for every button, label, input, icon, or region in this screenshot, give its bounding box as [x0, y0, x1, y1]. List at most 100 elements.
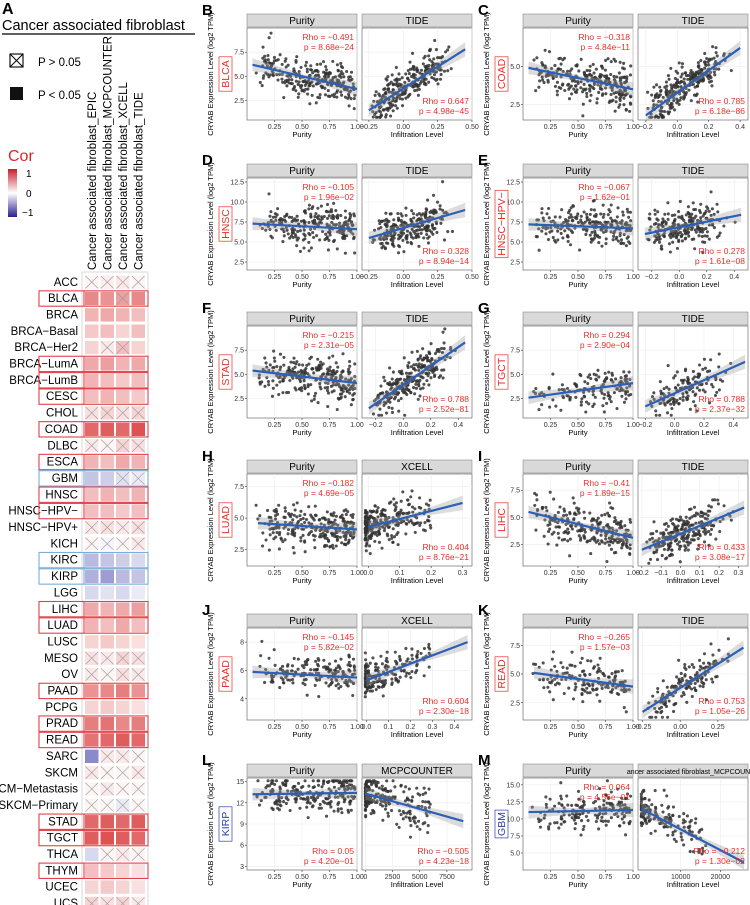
data-point [625, 75, 629, 79]
heatmap-cell [100, 422, 114, 436]
data-point [620, 93, 624, 97]
data-point [303, 83, 307, 87]
data-point [336, 682, 340, 686]
data-point [301, 370, 305, 374]
data-point [397, 237, 401, 241]
data-point [686, 231, 690, 236]
data-point [351, 383, 355, 387]
data-point [572, 501, 576, 505]
x-axis-label: Infiltration Level [391, 428, 444, 437]
heatmap-cell [85, 389, 99, 404]
p-value-label: p = 2.52e−81 [419, 404, 469, 414]
data-point [353, 374, 357, 379]
data-point [287, 78, 291, 82]
data-point [596, 368, 600, 372]
data-point [692, 538, 696, 542]
data-point [328, 233, 332, 237]
data-point [611, 506, 615, 510]
data-point [333, 371, 337, 376]
data-point [554, 74, 558, 78]
data-point [661, 95, 665, 99]
data-point [382, 108, 386, 112]
data-point [646, 90, 650, 94]
heatmap-cell [116, 700, 130, 714]
data-point [351, 82, 355, 86]
data-point [363, 529, 367, 533]
data-point [628, 518, 632, 522]
data-point [309, 668, 313, 672]
data-point [292, 356, 296, 360]
data-point [585, 95, 589, 99]
facet-strip [246, 163, 358, 178]
data-point [718, 529, 722, 534]
data-point [616, 540, 620, 544]
data-point [566, 539, 570, 543]
data-point [409, 495, 413, 499]
data-point [658, 413, 662, 417]
data-point [299, 509, 303, 513]
data-point [254, 71, 258, 75]
data-point [391, 370, 395, 374]
data-point [412, 386, 416, 390]
data-point [387, 538, 391, 542]
data-point [573, 226, 577, 230]
data-point [397, 399, 401, 403]
heatmap-cell [100, 831, 114, 845]
data-point [607, 543, 611, 547]
data-point [568, 243, 573, 247]
data-point [307, 207, 311, 211]
data-point [413, 522, 417, 526]
heatmap-row-highlight [38, 502, 149, 520]
data-point [563, 229, 567, 233]
p-value-label: p = 5.82e−02 [304, 642, 354, 652]
data-point [296, 370, 301, 374]
data-point [661, 225, 665, 229]
data-point [316, 664, 320, 668]
data-point [406, 498, 410, 502]
data-point [667, 546, 671, 551]
data-point [285, 84, 289, 88]
data-point [345, 234, 349, 238]
data-point [424, 371, 428, 375]
p-value-label: p = 1.96e−02 [304, 192, 354, 202]
data-point [299, 536, 303, 540]
data-point [650, 536, 654, 540]
data-point [704, 226, 708, 230]
panel-label-a: A [2, 1, 14, 18]
data-point [428, 58, 432, 62]
data-point [277, 547, 281, 551]
data-point [375, 533, 379, 537]
data-point [315, 367, 319, 371]
data-point [382, 87, 386, 91]
data-point [686, 397, 690, 401]
data-point [708, 509, 712, 513]
data-point [349, 70, 354, 74]
data-point [733, 220, 737, 224]
data-point [378, 94, 382, 98]
data-point [305, 67, 309, 71]
data-point [328, 365, 332, 369]
data-point [662, 547, 666, 551]
data-point [604, 229, 608, 233]
data-point [682, 218, 686, 222]
heatmap-cell [85, 880, 99, 894]
heatmap-cell [100, 700, 114, 714]
data-point [296, 667, 300, 671]
data-point [260, 226, 264, 230]
data-point [699, 216, 703, 220]
p-value-label: p = 3.08e−17 [695, 552, 745, 562]
heatmap-row-highlight [38, 731, 149, 749]
data-point [284, 226, 288, 230]
data-point [282, 234, 286, 238]
data-point [700, 511, 704, 515]
data-point [269, 64, 273, 69]
data-point [430, 76, 434, 80]
data-point [319, 204, 323, 208]
data-point [430, 223, 435, 227]
x-axis-label: Infiltration Level [391, 576, 444, 585]
data-point [344, 543, 348, 547]
x-tick-label: 0.75 [599, 124, 613, 131]
